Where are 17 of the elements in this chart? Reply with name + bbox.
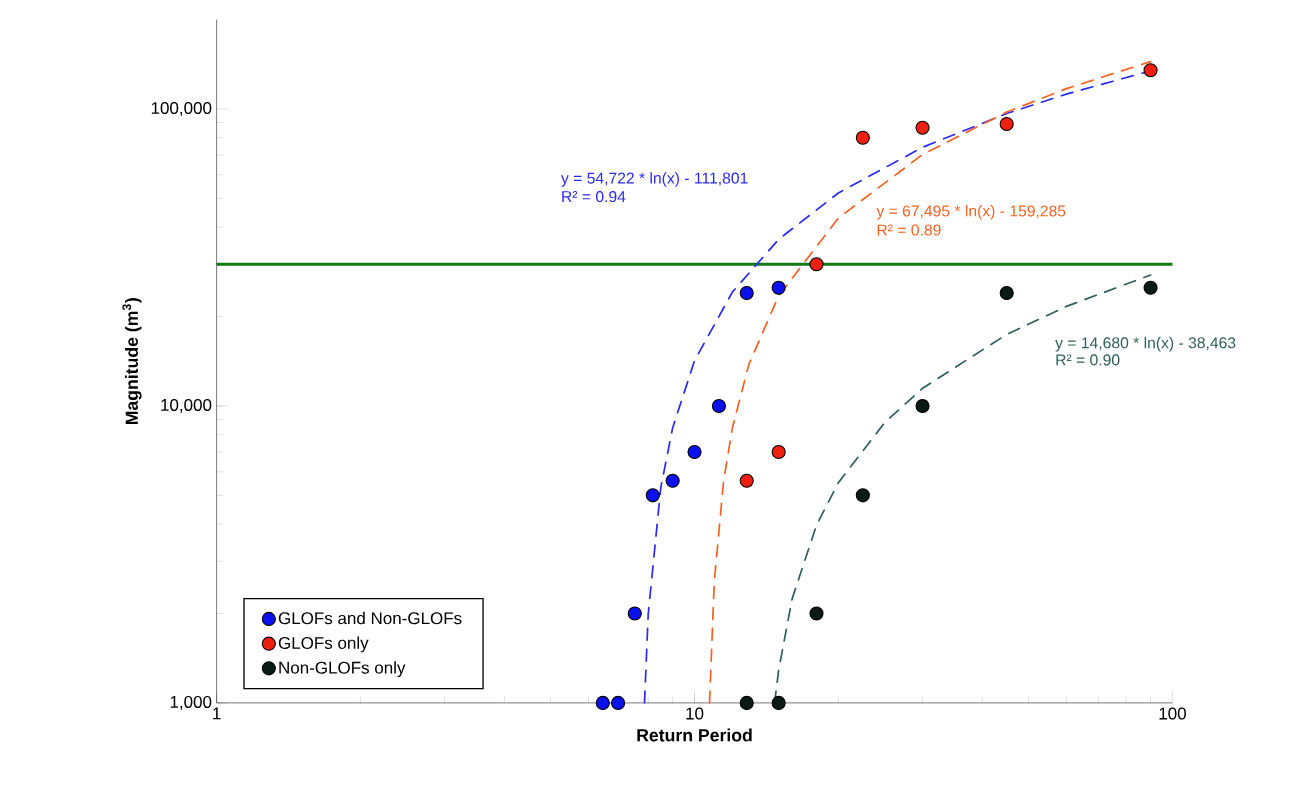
legend-label: GLOFs only	[278, 636, 369, 653]
y-tick-label: 1,000	[170, 695, 212, 710]
legend-label: Non-GLOFs only	[279, 661, 406, 677]
y-tick-label: 100,000	[151, 101, 212, 116]
x-axis-title: Return Period	[637, 728, 752, 742]
annotation: y = 54,722 * ln(x) - 111,801	[561, 172, 748, 187]
annotation: R² = 0.94	[562, 190, 626, 202]
annotation: R² = 0.90	[1056, 354, 1120, 366]
x-tick-label: 100	[1159, 707, 1186, 720]
y-axis-title: Magnitude (m$^{3}$)	[122, 297, 142, 424]
legend-label: GLOFs and Non-GLOFs	[278, 611, 462, 625]
x-tick-label: 10	[686, 707, 704, 720]
annotation: y = 67,495 * ln(x) - 159,285	[876, 204, 1066, 220]
y-tick-label: 10,000	[161, 398, 212, 413]
annotation: y = 14,680 * ln(x) - 38,463	[1055, 336, 1236, 352]
x-tick-label: 1	[213, 707, 221, 720]
annotation: R² = 0.89	[877, 224, 941, 236]
